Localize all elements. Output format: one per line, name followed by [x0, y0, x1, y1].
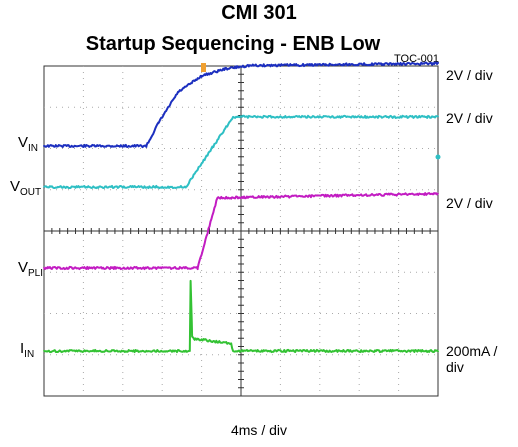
channel-label-vout: VOUT — [10, 178, 42, 198]
channel-label-iin: IIN — [20, 340, 35, 360]
trace-vout — [43, 114, 439, 190]
scale-label-iin: 200mA / div — [446, 343, 498, 375]
scale-label-vpli: 2V / div — [446, 195, 493, 211]
scale-label-vout: 2V / div — [446, 110, 493, 126]
scale-label-vin: 2V / div — [446, 67, 493, 83]
plot-grid — [43, 63, 439, 397]
time-scale-label: 4ms / div — [230, 422, 287, 438]
figure-id: TOC-001 — [394, 53, 440, 65]
channel-label-vpli: VPLI — [18, 259, 44, 279]
trigger-marker — [201, 63, 206, 72]
chart-subtitle: Startup Sequencing - ENB Low — [85, 33, 381, 55]
plot-traces — [43, 61, 441, 354]
trace-vpli — [43, 192, 439, 271]
trace-marker-vout — [435, 154, 441, 160]
chart-title: CMI 301 — [221, 2, 297, 24]
channel-label-vin: VIN — [18, 134, 39, 154]
trace-iin — [43, 279, 439, 354]
trace-vin — [43, 61, 439, 149]
